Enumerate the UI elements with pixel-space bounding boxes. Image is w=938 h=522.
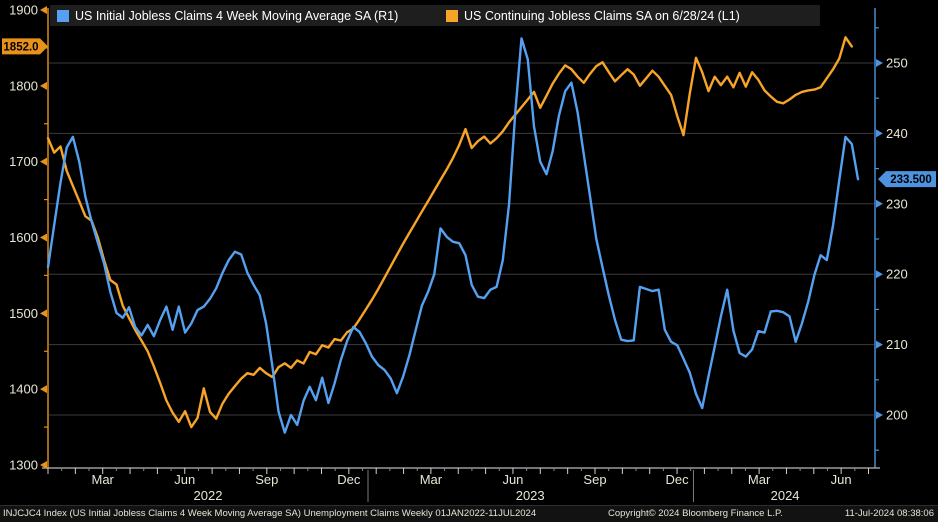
- year-label: 2022: [194, 488, 223, 503]
- right-axis-tick-arrow: [876, 59, 883, 67]
- last-value-left: 1852.0: [3, 41, 38, 53]
- left-axis-tick-arrow: [40, 157, 47, 166]
- right-axis-tick-label: 250: [886, 56, 908, 71]
- right-axis-tick-label: 200: [886, 408, 908, 423]
- last-value-tag-left: [2, 38, 48, 55]
- last-value-tag-right: [878, 171, 936, 188]
- legend-item-continuing-claims[interactable]: US Continuing Jobless Claims SA on 6/28/…: [446, 5, 740, 26]
- month-tick-label: Mar: [92, 472, 115, 487]
- month-tick-label: Jun: [174, 472, 195, 487]
- right-axis-tick-arrow: [876, 129, 883, 138]
- month-tick-label: Sep: [255, 472, 278, 487]
- month-tick-label: Jun: [502, 472, 523, 487]
- right-axis-tick-label: 210: [886, 337, 908, 352]
- legend-label-initial-claims: US Initial Jobless Claims 4 Week Moving …: [75, 8, 399, 23]
- year-label: 2024: [771, 488, 800, 503]
- series-line-continuing-claims: [46, 36, 853, 429]
- month-tick-label: Sep: [583, 472, 606, 487]
- left-axis-tick-arrow: [40, 385, 47, 394]
- right-axis-tick-label: 230: [886, 196, 908, 211]
- last-value-right: 233.500: [890, 174, 932, 186]
- timestamp: 11-Jul-2024 08:38:06: [844, 508, 934, 519]
- chart-legend: US Initial Jobless Claims 4 Week Moving …: [50, 5, 820, 26]
- month-tick-label: Dec: [665, 472, 689, 487]
- month-tick-label: Mar: [420, 472, 443, 487]
- left-axis-tick-arrow: [40, 309, 47, 318]
- left-axis-tick-label: 1900: [9, 3, 38, 18]
- right-axis-tick-label: 240: [886, 126, 908, 141]
- month-tick-label: Mar: [748, 472, 771, 487]
- left-axis-tick-label: 1400: [9, 382, 38, 397]
- month-tick-label: Jun: [831, 472, 852, 487]
- right-axis-tick-arrow: [876, 340, 883, 349]
- left-axis-tick-arrow: [40, 233, 47, 242]
- legend-label-continuing-claims: US Continuing Jobless Claims SA on 6/28/…: [464, 8, 740, 23]
- copyright-notice: Copyright© 2024 Bloomberg Finance L.P.: [608, 508, 783, 519]
- left-axis-tick-label: 1700: [9, 154, 38, 169]
- left-axis-tick-label: 1600: [9, 230, 38, 245]
- right-axis-tick-arrow: [876, 411, 883, 419]
- month-tick-label: Dec: [337, 472, 361, 487]
- legend-swatch-initial-claims: [57, 9, 69, 22]
- left-axis-tick-label: 1300: [9, 458, 38, 473]
- left-axis-tick-label: 1500: [9, 306, 38, 321]
- status-bar: INJCJC4 Index (US Initial Jobless Claims…: [0, 505, 938, 522]
- left-axis-tick-arrow: [40, 6, 47, 14]
- security-description: INJCJC4 Index (US Initial Jobless Claims…: [3, 508, 537, 519]
- left-axis-tick-arrow: [40, 461, 47, 469]
- right-axis-tick-arrow: [876, 270, 883, 279]
- series-line-initial-claims: [46, 37, 860, 434]
- year-label: 2023: [516, 488, 545, 503]
- left-axis-tick-label: 1800: [9, 78, 38, 93]
- right-axis-tick-arrow: [876, 199, 883, 208]
- left-axis-tick-arrow: [40, 81, 47, 90]
- right-axis-tick-label: 220: [886, 267, 908, 282]
- legend-item-initial-claims[interactable]: US Initial Jobless Claims 4 Week Moving …: [57, 5, 398, 26]
- legend-swatch-continuing-claims: [446, 9, 458, 22]
